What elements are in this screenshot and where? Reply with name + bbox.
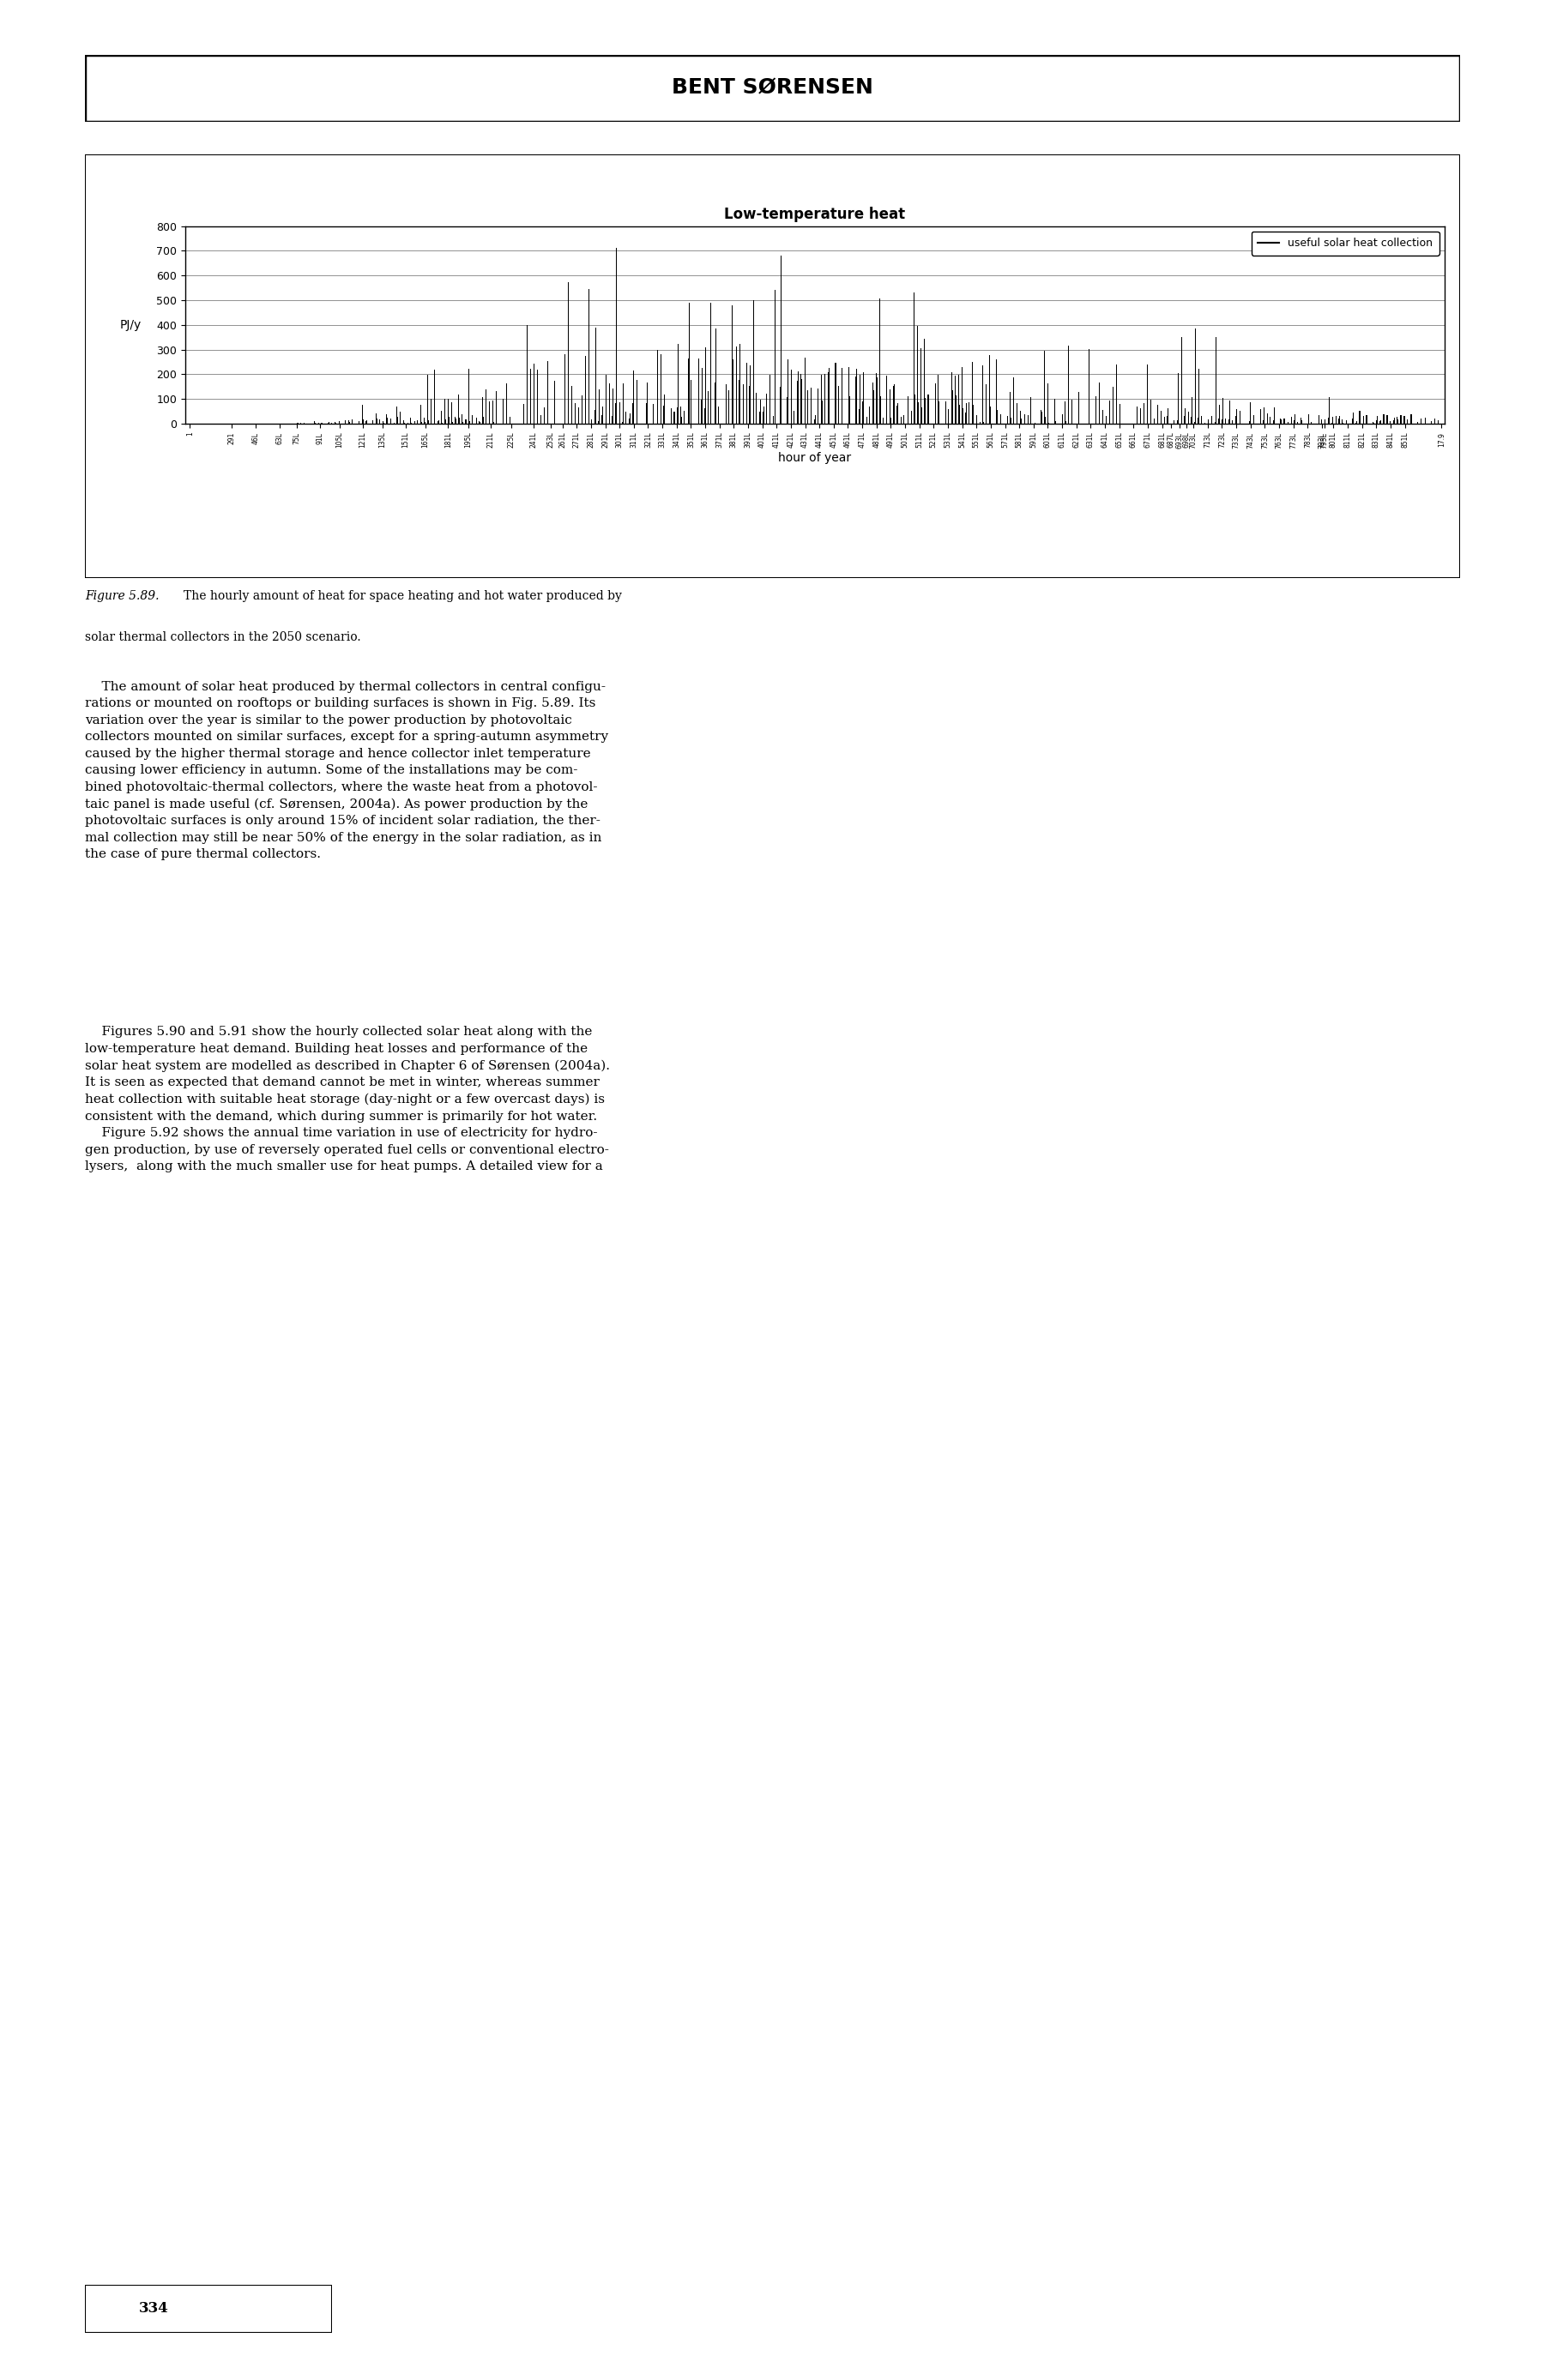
Y-axis label: PJ/y: PJ/y [119, 319, 141, 331]
Text: BENT SØRENSEN: BENT SØRENSEN [672, 79, 873, 98]
Text: Figures 5.90 and 5.91 show the hourly collected solar heat along with the
low-te: Figures 5.90 and 5.91 show the hourly co… [85, 1026, 610, 1173]
Text: Figure 5.89.: Figure 5.89. [85, 590, 159, 602]
Text: The amount of solar heat produced by thermal collectors in central configu-
rati: The amount of solar heat produced by the… [85, 681, 609, 862]
FancyBboxPatch shape [85, 55, 1460, 121]
Title: Low-temperature heat: Low-temperature heat [725, 207, 905, 221]
Legend: useful solar heat collection: useful solar heat collection [1251, 231, 1440, 255]
X-axis label: hour of year: hour of year [779, 452, 851, 464]
Text: solar thermal collectors in the 2050 scenario.: solar thermal collectors in the 2050 sce… [85, 631, 362, 643]
FancyBboxPatch shape [85, 2285, 332, 2332]
Text: The hourly amount of heat for space heating and hot water produced by: The hourly amount of heat for space heat… [184, 590, 623, 602]
Text: 334: 334 [139, 2301, 168, 2316]
FancyBboxPatch shape [85, 155, 1460, 578]
